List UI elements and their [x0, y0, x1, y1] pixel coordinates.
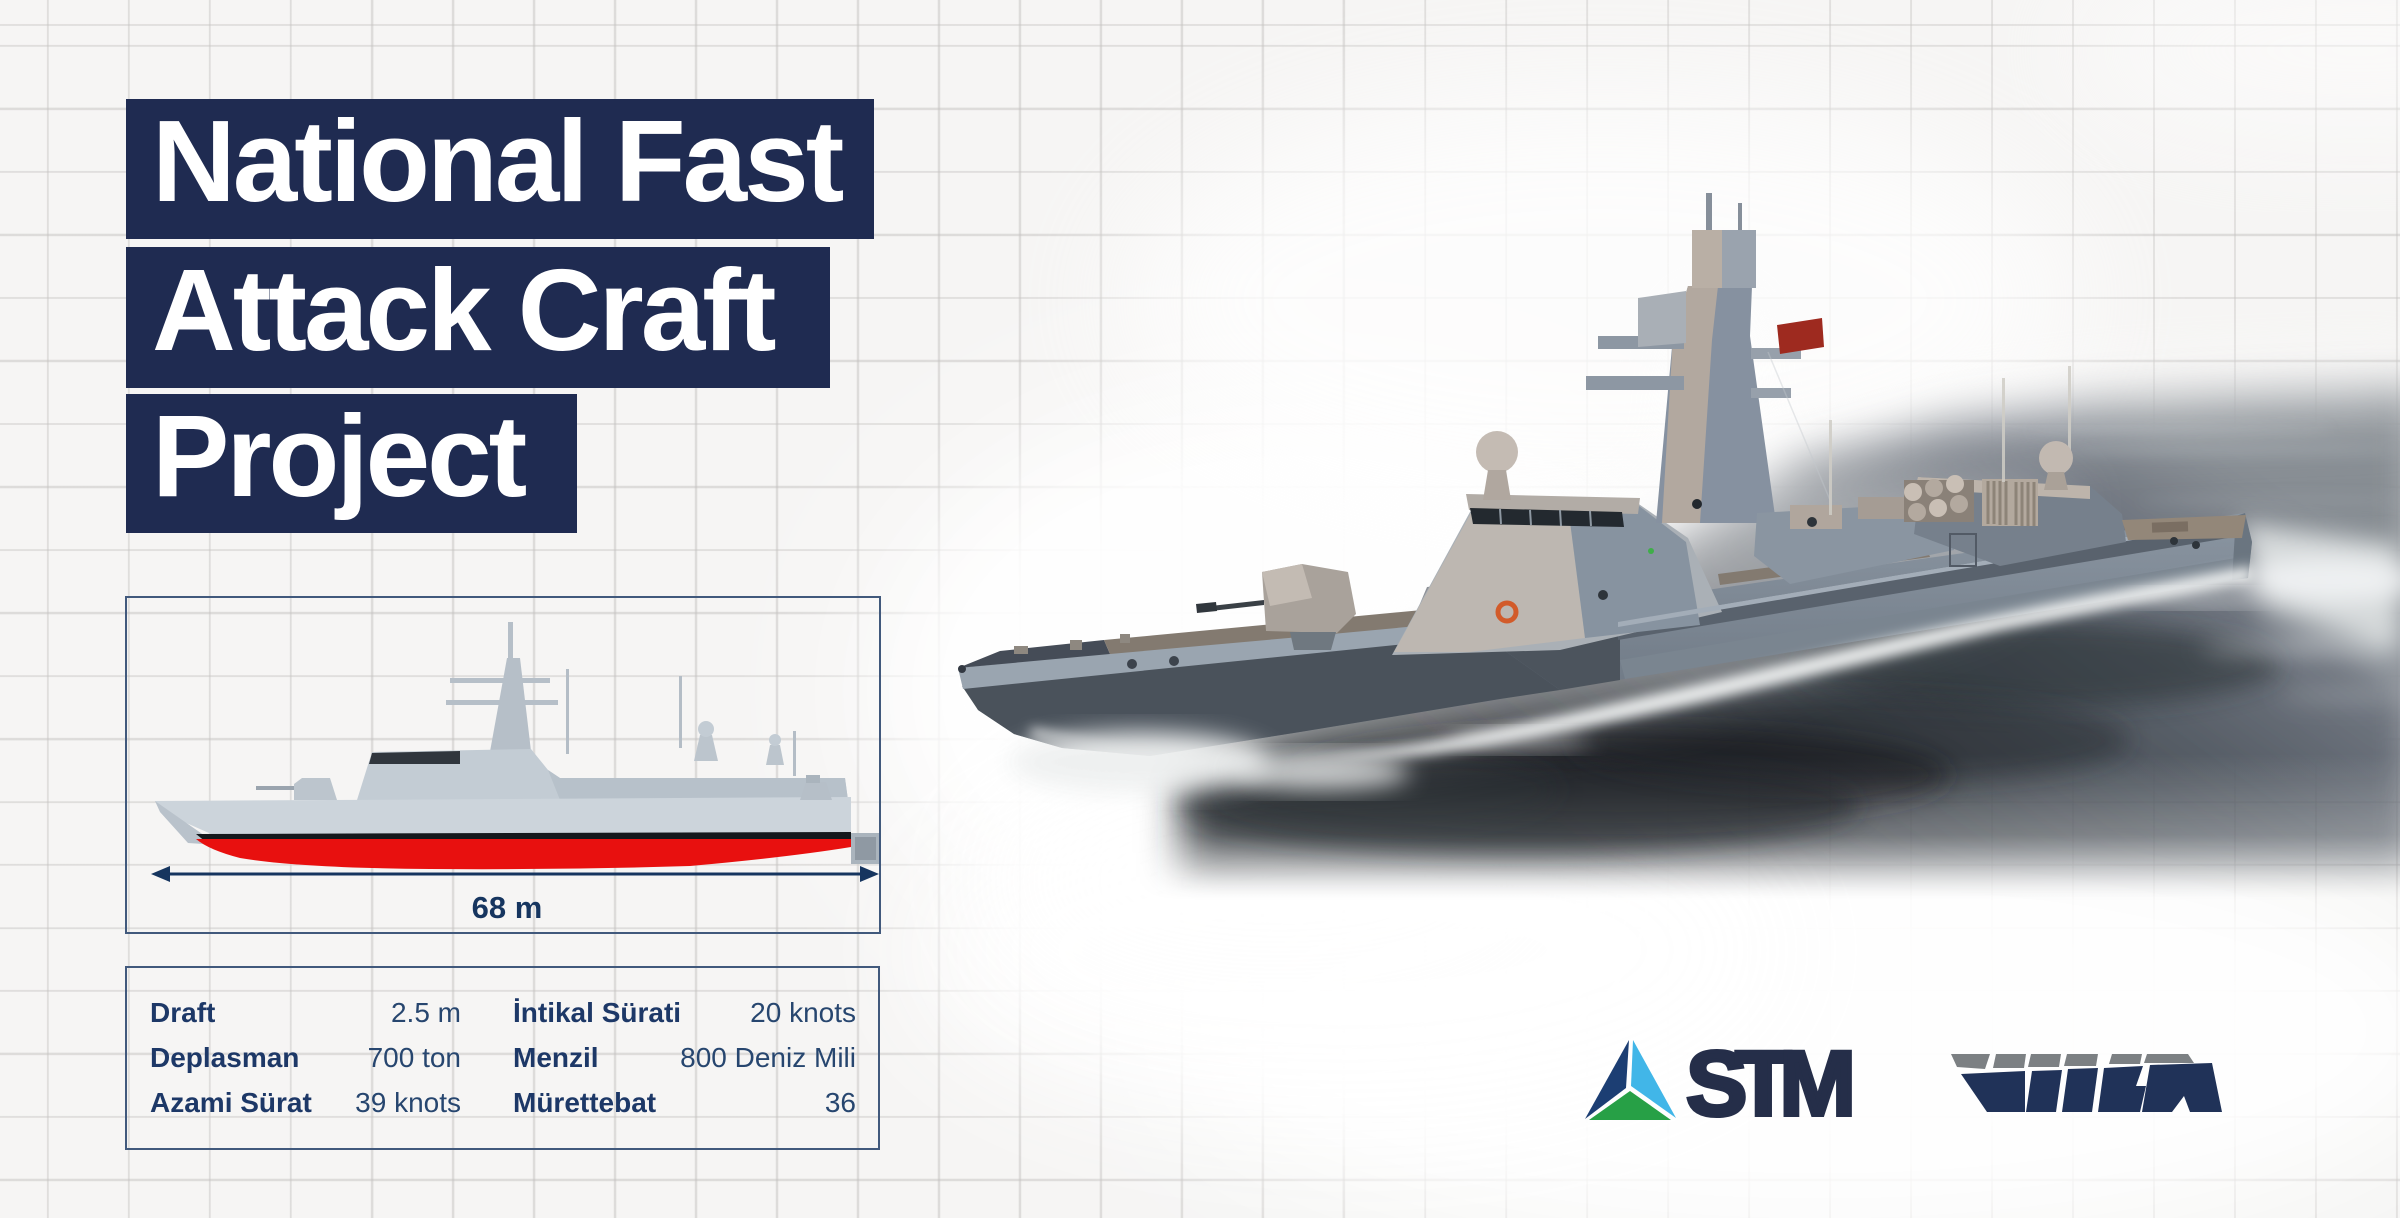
svg-text:STM: STM — [1686, 1033, 1856, 1135]
